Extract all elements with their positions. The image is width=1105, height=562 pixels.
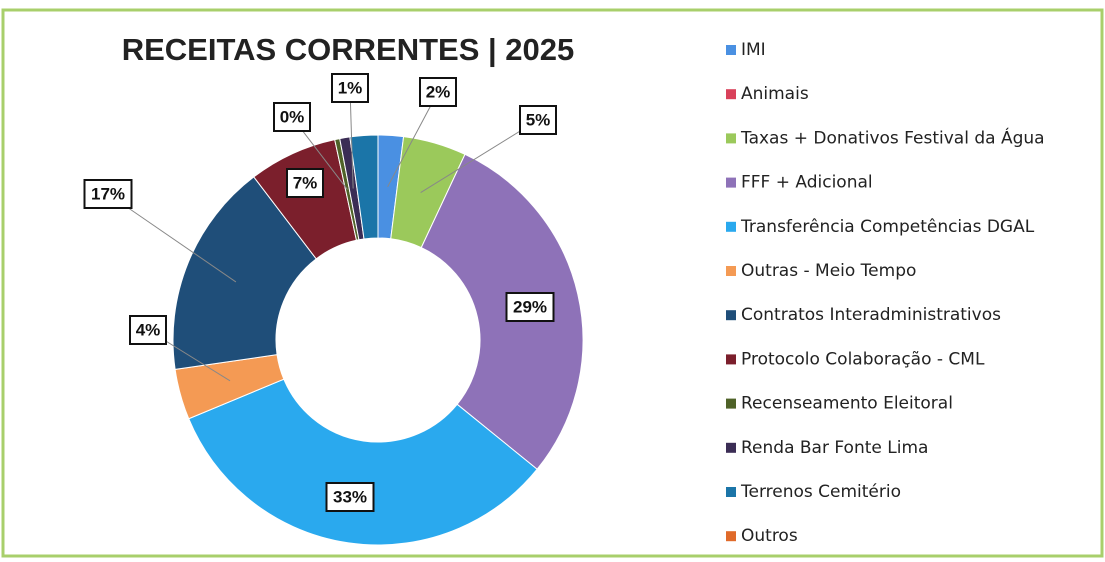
label-box xyxy=(273,102,311,132)
legend-label: Contratos Interadministrativos xyxy=(741,305,1001,325)
legend-label: Renda Bar Fonte Lima xyxy=(741,438,928,458)
label-box xyxy=(519,105,557,135)
legend-label: Taxas + Donativos Festival da Água xyxy=(740,126,1045,148)
leader-line xyxy=(349,87,354,189)
legend-swatch xyxy=(726,310,736,321)
donut-slice xyxy=(172,176,317,370)
legend-label: Terrenos Cemitério xyxy=(740,482,901,502)
label-box xyxy=(331,73,369,103)
legend-label: Animais xyxy=(741,84,809,104)
data-label: 7% xyxy=(293,173,318,192)
legend-swatch xyxy=(726,398,736,409)
data-label: 17% xyxy=(91,184,125,203)
legend-swatch xyxy=(726,266,736,276)
legend-label: Transferência Competências DGAL xyxy=(740,217,1035,237)
legend-label: Recenseamento Eleitoral xyxy=(741,394,953,414)
legend-swatch xyxy=(726,45,736,55)
donut-slice xyxy=(420,153,584,470)
legend-swatch xyxy=(726,89,736,100)
data-label: 4% xyxy=(136,320,161,339)
legend-label: Protocolo Colaboração - CML xyxy=(741,349,985,369)
label-box xyxy=(419,77,457,107)
legend-swatch xyxy=(726,354,736,365)
leader-line xyxy=(387,91,439,188)
label-box xyxy=(505,292,555,322)
legend-swatch xyxy=(726,133,736,144)
legend-swatch xyxy=(726,221,736,232)
data-label: 0% xyxy=(280,107,305,126)
data-label: 5% xyxy=(526,110,551,129)
label-box xyxy=(83,179,133,209)
legend-swatch xyxy=(726,487,736,497)
donut-slice xyxy=(349,134,379,240)
legend-label: Outras - Meio Tempo xyxy=(741,261,916,281)
data-label: 29% xyxy=(513,297,547,316)
data-label: 2% xyxy=(426,82,451,101)
label-box xyxy=(129,315,167,345)
leader-line xyxy=(420,119,539,193)
chart-title: RECEITAS CORRENTES | 2025 xyxy=(122,32,575,67)
data-label: 33% xyxy=(333,487,367,506)
legend-label: Outros xyxy=(741,526,798,546)
data-label: 1% xyxy=(338,78,363,97)
legend-label: FFF + Adicional xyxy=(741,173,873,193)
label-box xyxy=(325,482,375,512)
legend-swatch xyxy=(726,442,736,453)
label-box xyxy=(286,168,324,198)
donut-slice xyxy=(188,378,538,546)
legend-swatch xyxy=(726,531,736,542)
legend-label: IMI xyxy=(741,40,766,60)
legend-swatch xyxy=(726,177,736,188)
